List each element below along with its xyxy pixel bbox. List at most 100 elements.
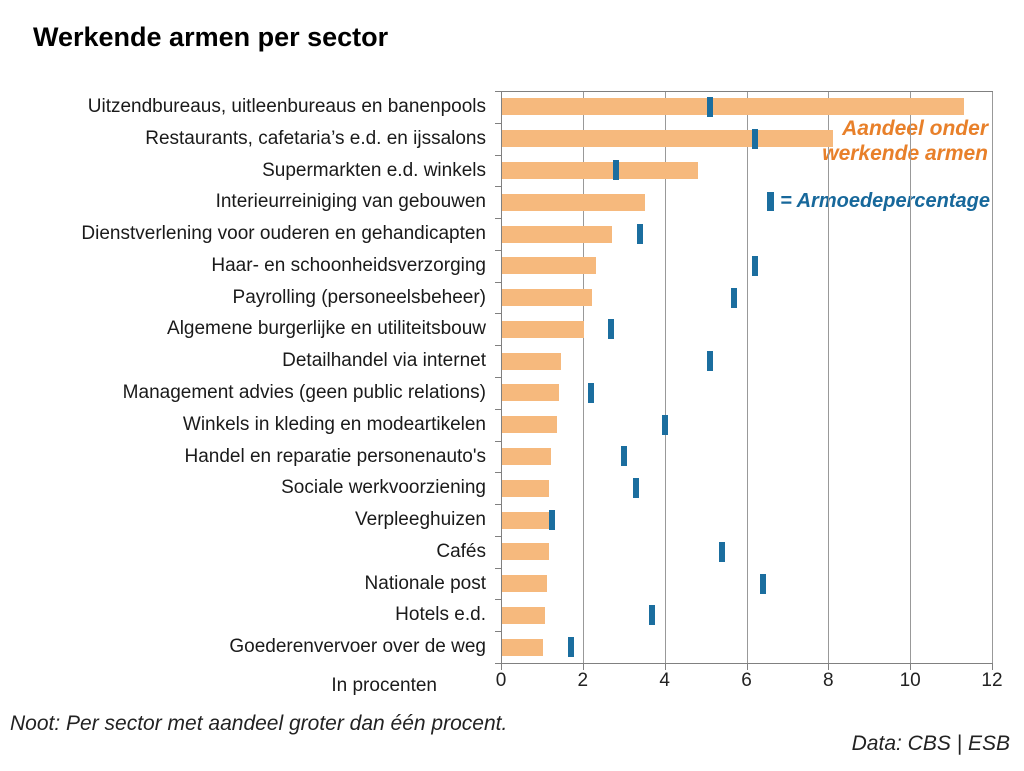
category-label: Uitzendbureaus, uitleenbureaus en banenp… xyxy=(87,96,486,117)
x-axis-tick xyxy=(582,663,584,670)
category-label: Haar- en schoonheidsverzorging xyxy=(211,254,486,276)
armoedepercentage-marker xyxy=(567,637,574,658)
armoedepercentage-marker xyxy=(731,287,738,308)
y-axis-row-tick xyxy=(495,631,501,633)
bar-aandeel-werkende-armen xyxy=(502,638,543,656)
page-title: Werkende armen per sector xyxy=(33,22,389,52)
bar-aandeel-werkende-armen xyxy=(502,384,560,402)
y-axis-row-tick xyxy=(495,91,501,92)
bar-aandeel-werkende-armen xyxy=(502,447,552,465)
x-axis-tick xyxy=(501,663,502,670)
y-axis-row-tick xyxy=(495,599,501,601)
y-axis-row-tick xyxy=(495,440,501,442)
armoedepercentage-marker xyxy=(706,351,713,372)
armoedepercentage-marker xyxy=(637,224,644,244)
category-label: Payrolling (personeelsbeheer) xyxy=(232,286,486,308)
x-axis-tick xyxy=(746,663,748,670)
category-label: Restaurants, cafetaria’s e.d. en ijssalo… xyxy=(145,127,486,149)
x-axis-tick xyxy=(992,663,993,670)
x-tick-label: 2 xyxy=(577,670,589,691)
legend-tick-label: = Armoedepercentage xyxy=(780,190,990,212)
legend-bar-line1: Aandeel onder xyxy=(842,117,988,140)
x-axis-tick xyxy=(664,663,666,670)
category-label: Verpleeghuizen xyxy=(355,509,486,531)
category-label: Goederenvervoer over de weg xyxy=(229,636,486,658)
category-label: Management advies (geen public relations… xyxy=(122,382,486,403)
armoedepercentage-marker xyxy=(620,446,627,467)
y-axis-row-tick xyxy=(495,313,501,315)
x-axis-tick xyxy=(910,663,912,670)
y-axis-line xyxy=(501,91,502,663)
bar-aandeel-werkende-armen xyxy=(502,225,613,243)
x-axis-title: In procenten xyxy=(331,675,437,696)
gridline-x2 xyxy=(582,91,584,663)
bar-aandeel-werkende-armen xyxy=(502,130,834,148)
armoedepercentage-marker xyxy=(751,128,758,149)
category-label: Cafés xyxy=(436,540,486,562)
poverty-tick-swatch xyxy=(767,192,775,211)
armoedepercentage-marker xyxy=(706,96,713,117)
legend-bar-series: Aandeel onder werkende armen xyxy=(822,116,988,166)
category-label: Handel en reparatie personenauto's xyxy=(184,445,486,467)
bar-aandeel-werkende-armen xyxy=(502,416,558,434)
y-axis-row-tick xyxy=(495,249,501,251)
armoedepercentage-marker xyxy=(751,255,758,276)
category-label: Algemene burgerlijke en utiliteitsbouw xyxy=(167,318,486,340)
armoedepercentage-marker xyxy=(718,541,725,562)
category-label: Hotels e.d. xyxy=(395,604,486,626)
bar-aandeel-werkende-armen xyxy=(502,257,597,275)
gridline-x12 xyxy=(992,91,993,663)
armoedepercentage-marker xyxy=(759,573,766,594)
bar-aandeel-werkende-armen xyxy=(502,511,550,529)
bar-aandeel-werkende-armen xyxy=(502,289,593,307)
armoedepercentage-marker xyxy=(661,414,668,435)
gridline-x4 xyxy=(664,91,666,663)
y-axis-row-tick xyxy=(495,281,501,283)
x-tick-label: 0 xyxy=(495,670,507,691)
bar-aandeel-werkende-armen xyxy=(502,543,550,561)
armoedepercentage-marker xyxy=(549,510,556,530)
y-axis-row-tick xyxy=(495,663,501,664)
armoedepercentage-marker xyxy=(588,382,595,403)
bar-aandeel-werkende-armen xyxy=(502,479,550,497)
bar-aandeel-werkende-armen xyxy=(502,161,699,179)
data-source: Data: CBS | ESB xyxy=(851,732,1010,755)
y-axis-row-tick xyxy=(495,345,501,347)
category-label: Interieurreiniging van gebouwen xyxy=(215,191,486,213)
armoedepercentage-marker xyxy=(612,160,619,181)
category-label: Winkels in kleding en modeartikelen xyxy=(182,413,486,435)
x-tick-label: 8 xyxy=(823,670,834,691)
category-label: Supermarkten e.d. winkels xyxy=(262,159,486,181)
y-axis-row-tick xyxy=(495,504,501,506)
category-label: Dienstverlening voor ouderen en gehandic… xyxy=(81,223,486,245)
armoedepercentage-marker xyxy=(633,478,640,499)
y-axis-row-tick xyxy=(495,154,501,156)
y-axis-row-tick xyxy=(495,218,501,220)
armoedepercentage-marker xyxy=(649,605,656,626)
y-axis-row-tick xyxy=(495,408,501,410)
y-axis-row-tick xyxy=(495,186,501,188)
category-label: Nationale post xyxy=(364,572,486,594)
y-axis-row-tick xyxy=(495,567,501,569)
y-axis-row-tick xyxy=(495,122,501,124)
x-tick-label: 4 xyxy=(659,670,670,691)
bar-aandeel-werkende-armen xyxy=(502,193,646,211)
gridline-x6 xyxy=(746,91,748,663)
bar-aandeel-werkende-armen xyxy=(502,352,562,370)
x-tick-label: 6 xyxy=(741,670,752,691)
category-label: Sociale werkvoorziening xyxy=(281,477,486,499)
bar-aandeel-werkende-armen xyxy=(502,320,584,338)
gridline-x10 xyxy=(910,91,912,663)
category-label: Detailhandel via internet xyxy=(282,350,486,372)
y-axis-row-tick xyxy=(495,472,501,474)
plot-top-border xyxy=(501,91,993,92)
bar-aandeel-werkende-armen xyxy=(502,98,965,116)
legend-bar-line2: werkende armen xyxy=(822,142,988,165)
y-axis-row-tick xyxy=(495,377,501,378)
x-tick-label: 12 xyxy=(981,670,1003,691)
footnote: Noot: Per sector met aandeel groter dan … xyxy=(10,712,508,735)
bar-aandeel-werkende-armen xyxy=(502,575,547,593)
gridline-x8 xyxy=(828,91,830,663)
bar-aandeel-werkende-armen xyxy=(502,606,545,624)
